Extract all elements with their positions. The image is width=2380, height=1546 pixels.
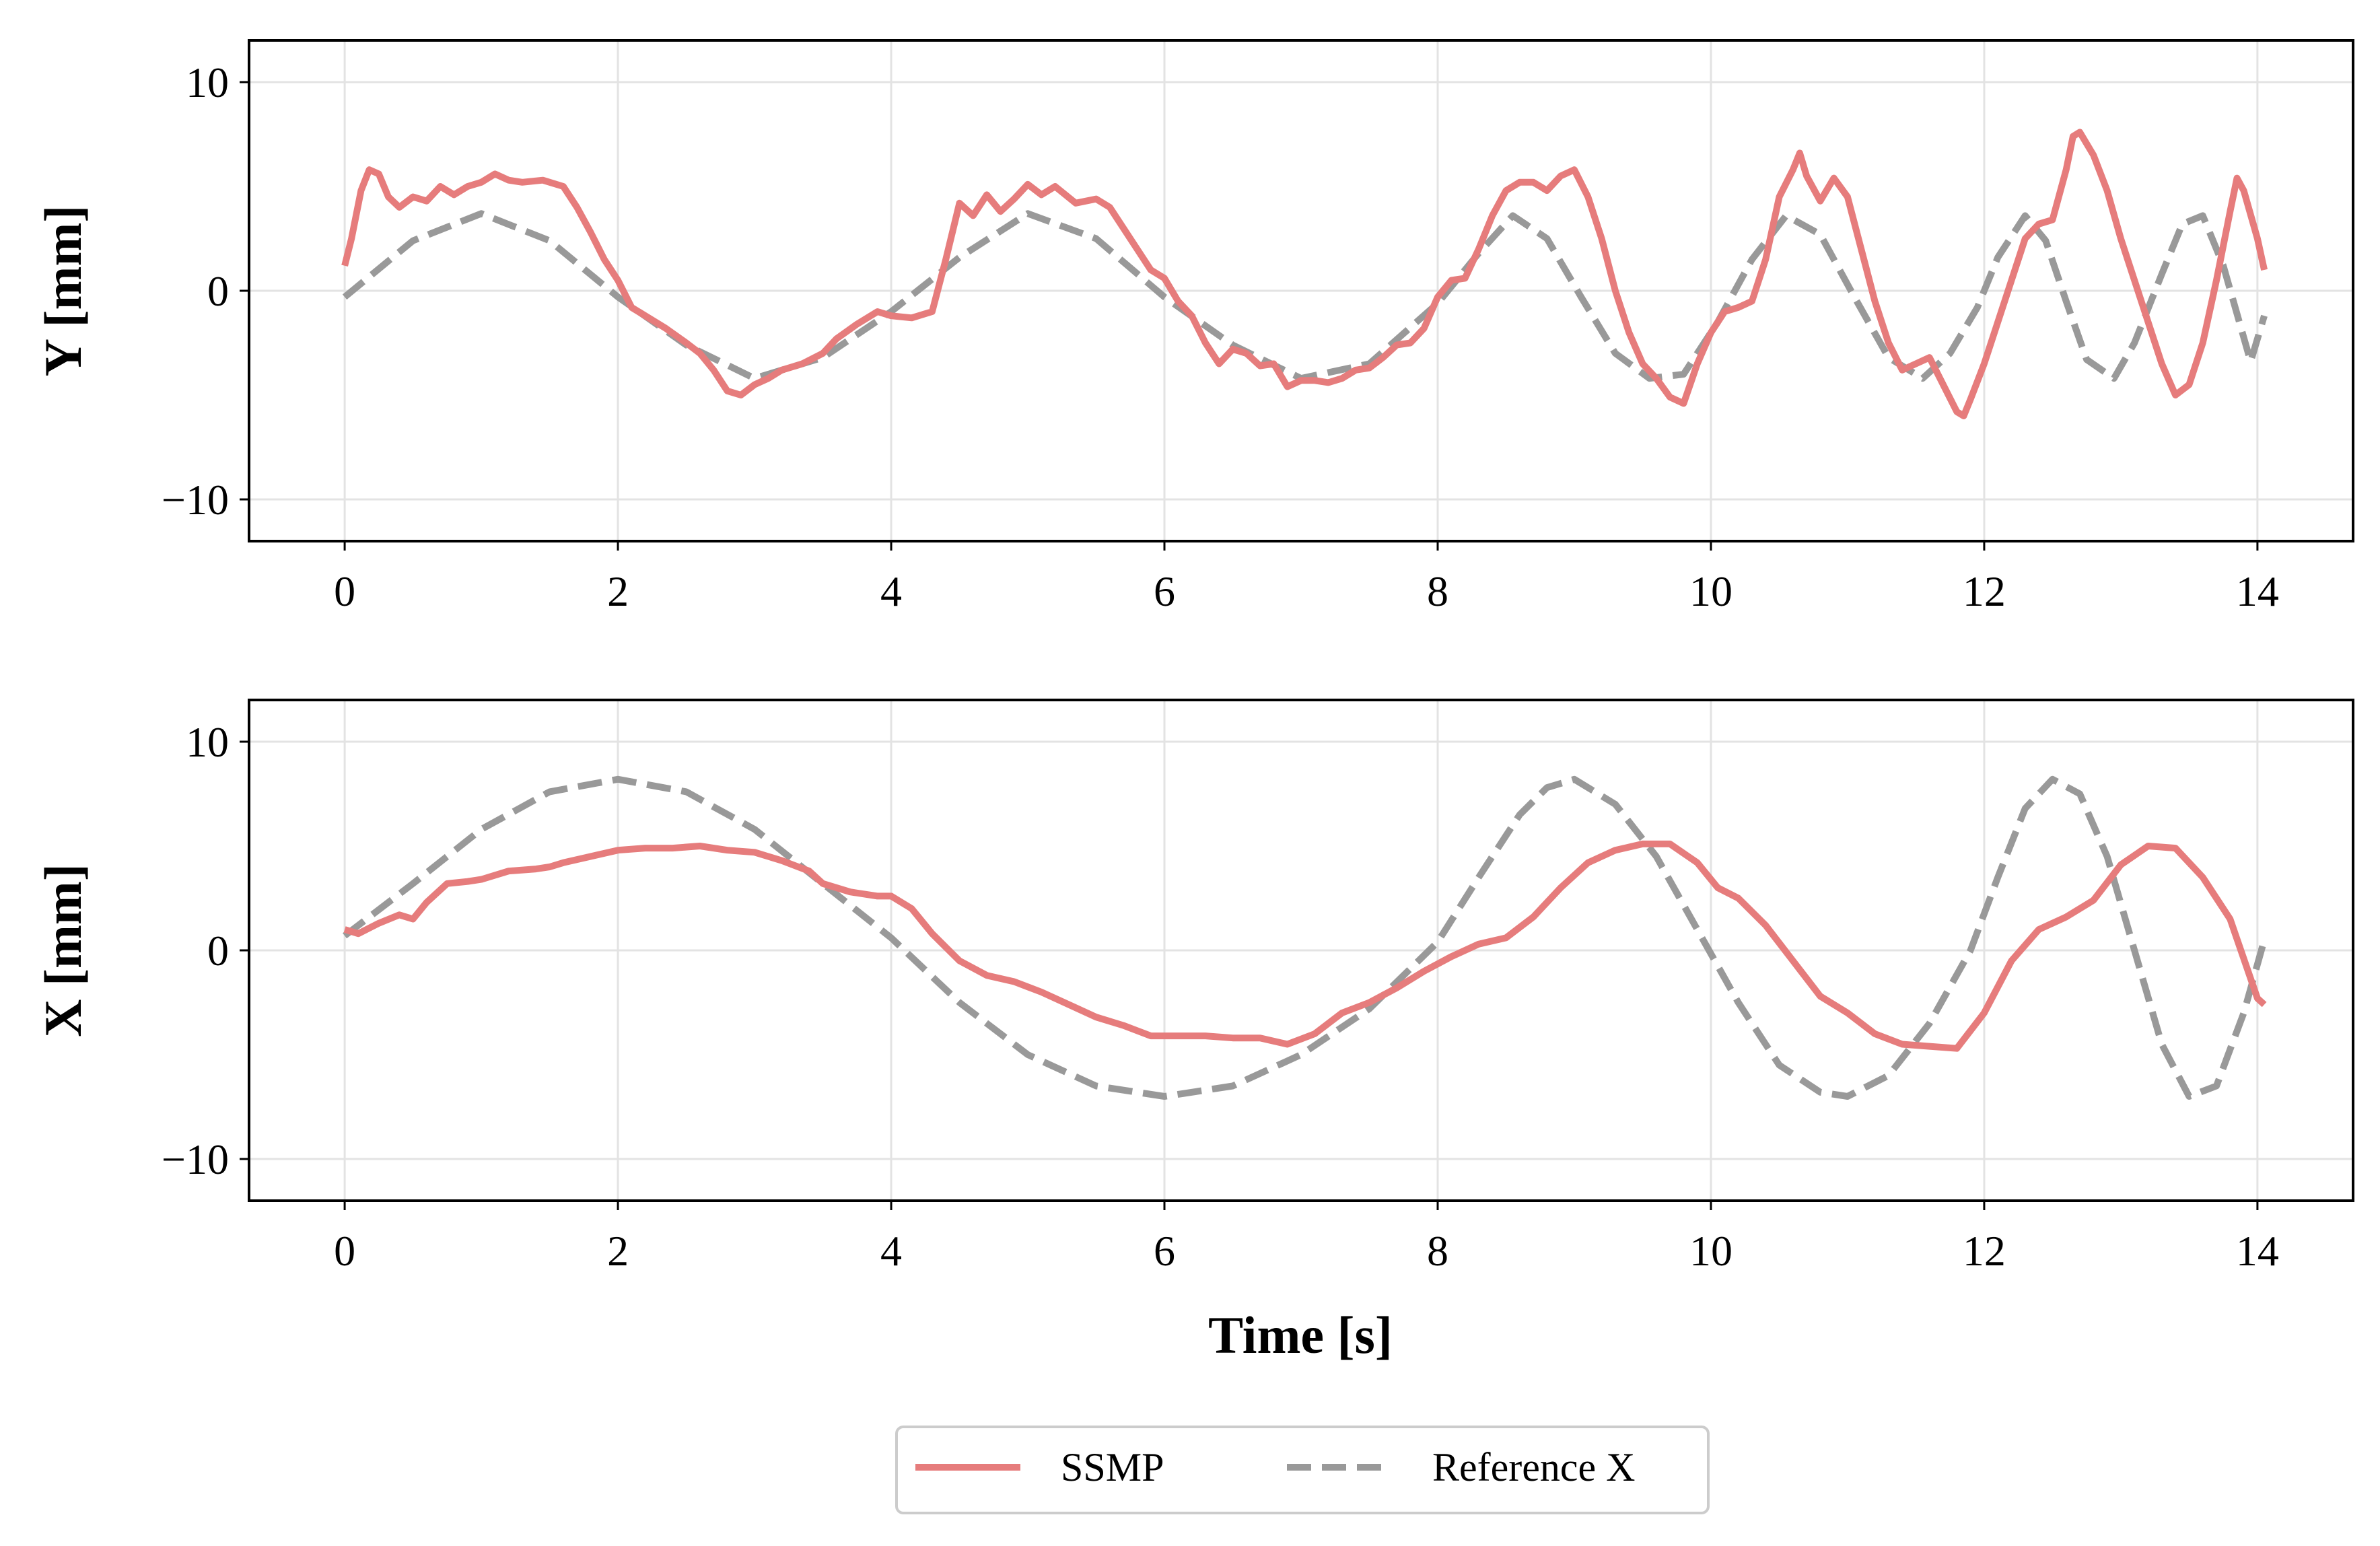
x-panel: 0 2 4 6 8 10 12 14 −10 0 10 X [mm] <box>34 699 2354 1275</box>
legend: SSMP Reference X <box>895 1426 1710 1514</box>
x-axis-label: X [mm] <box>34 864 92 1037</box>
x-tick-label: 8 <box>1427 1227 1448 1275</box>
x-tick-label: 0 <box>334 1227 355 1275</box>
x-tick-label: 4 <box>880 1227 902 1275</box>
y-tick-label: 0 <box>207 927 229 975</box>
y-tick-label: −10 <box>162 1135 229 1183</box>
x-panel-grid <box>249 700 2353 1201</box>
reference-x-line <box>343 775 2268 1100</box>
legend-reference-label: Reference X <box>1432 1445 1635 1489</box>
x-panel-lines <box>343 775 2268 1100</box>
y-tick-label: 0 <box>207 267 229 315</box>
y-tick-label: −10 <box>162 476 229 524</box>
x-tick-label: 10 <box>1689 1227 1733 1275</box>
time-axis-label: Time [s] <box>1208 1306 1393 1364</box>
x-tick-label: 6 <box>1154 567 1175 615</box>
x-tick-label: 14 <box>2236 567 2279 615</box>
x-tick-label: 6 <box>1154 1227 1175 1275</box>
x-tick-label: 8 <box>1427 567 1448 615</box>
x-panel-ticks: 0 2 4 6 8 10 12 14 −10 0 10 <box>162 718 2279 1275</box>
x-tick-label: 10 <box>1689 567 1733 615</box>
y-panel-ticks: 0 2 4 6 8 10 12 14 −10 0 10 <box>162 59 2279 615</box>
y-panel-grid <box>249 40 2353 541</box>
y-panel: 0 2 4 6 8 10 12 14 −10 0 10 Y [mm] <box>34 39 2354 615</box>
x-tick-label: 12 <box>1963 1227 2006 1275</box>
x-tick-label: 14 <box>2236 1227 2279 1275</box>
y-tick-label: 10 <box>186 718 229 766</box>
y-panel-lines <box>341 129 2268 419</box>
x-tick-label: 2 <box>607 1227 629 1275</box>
y-tick-label: 10 <box>186 59 229 106</box>
y-axis-label: Y [mm] <box>34 205 92 377</box>
x-tick-label: 4 <box>880 567 902 615</box>
x-tick-label: 0 <box>334 567 355 615</box>
ssmp-line <box>341 129 2268 419</box>
reference-x-line <box>342 210 2268 382</box>
x-tick-label: 2 <box>607 567 629 615</box>
x-tick-label: 12 <box>1963 567 2006 615</box>
ssmp-line <box>343 840 2267 1052</box>
legend-ssmp-label: SSMP <box>1061 1445 1164 1489</box>
